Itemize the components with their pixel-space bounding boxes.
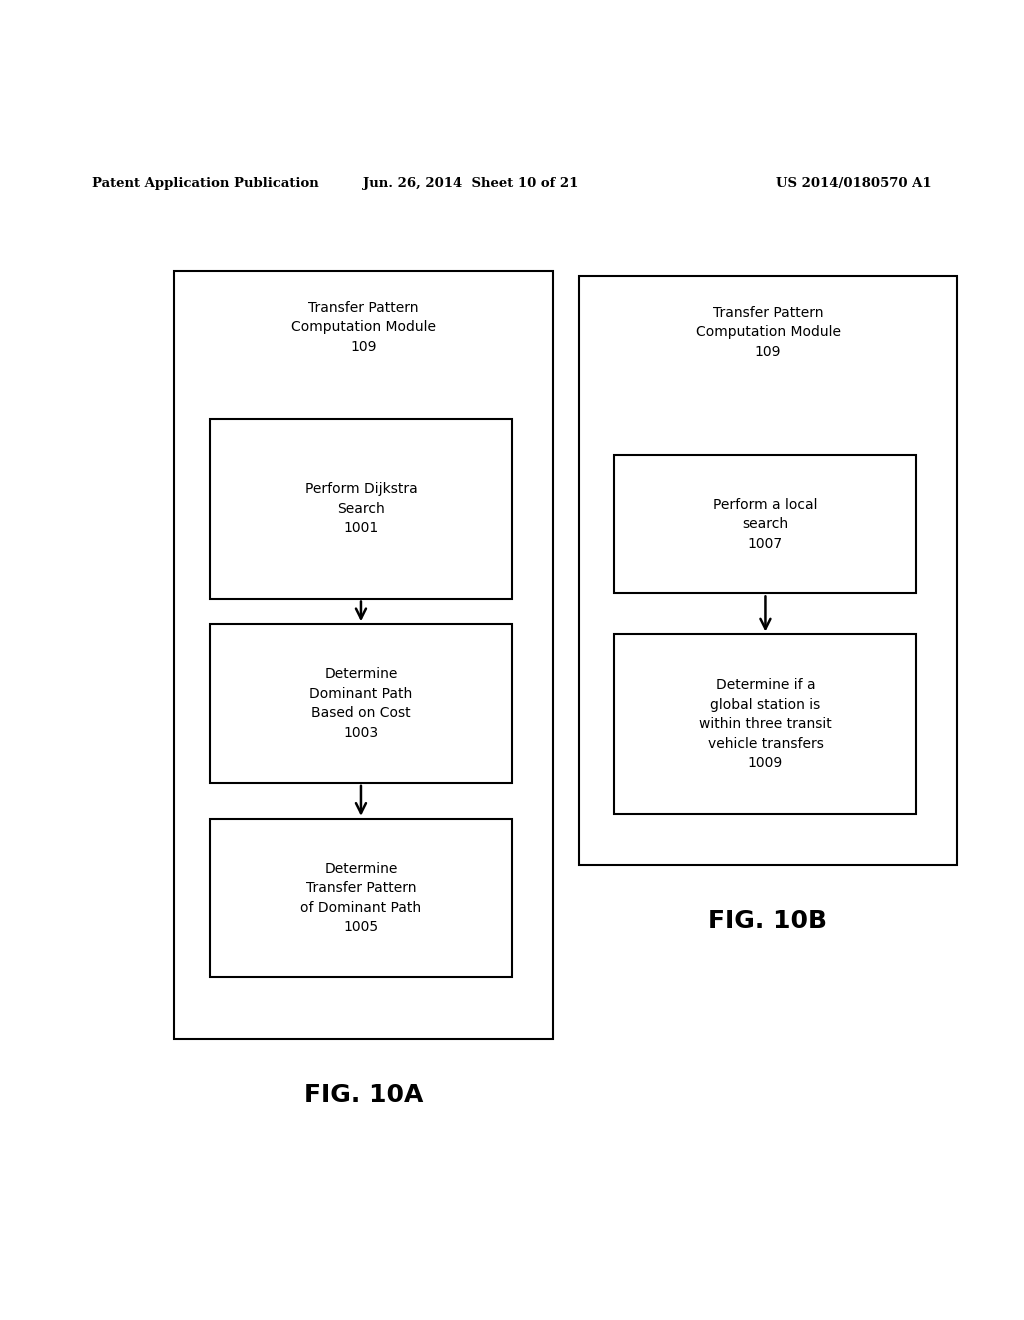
Text: FIG. 10B: FIG. 10B [709,909,827,933]
Text: Determine if a
global station is
within three transit
vehicle transfers
1009: Determine if a global station is within … [699,678,831,770]
Text: FIG. 10A: FIG. 10A [304,1084,423,1107]
FancyBboxPatch shape [614,635,916,813]
FancyBboxPatch shape [210,420,512,598]
Text: Patent Application Publication: Patent Application Publication [92,177,318,190]
Text: Transfer Pattern
Computation Module
109: Transfer Pattern Computation Module 109 [695,306,841,359]
Text: Transfer Pattern
Computation Module
109: Transfer Pattern Computation Module 109 [291,301,436,354]
Text: US 2014/0180570 A1: US 2014/0180570 A1 [776,177,932,190]
Text: Determine
Dominant Path
Based on Cost
1003: Determine Dominant Path Based on Cost 10… [309,668,413,739]
FancyBboxPatch shape [210,624,512,783]
Text: Perform Dijkstra
Search
1001: Perform Dijkstra Search 1001 [304,482,418,536]
FancyBboxPatch shape [174,271,553,1039]
Text: Jun. 26, 2014  Sheet 10 of 21: Jun. 26, 2014 Sheet 10 of 21 [364,177,579,190]
Text: Determine
Transfer Pattern
of Dominant Path
1005: Determine Transfer Pattern of Dominant P… [300,862,422,935]
FancyBboxPatch shape [614,455,916,594]
Text: Perform a local
search
1007: Perform a local search 1007 [713,498,818,550]
FancyBboxPatch shape [210,818,512,977]
FancyBboxPatch shape [579,276,957,865]
